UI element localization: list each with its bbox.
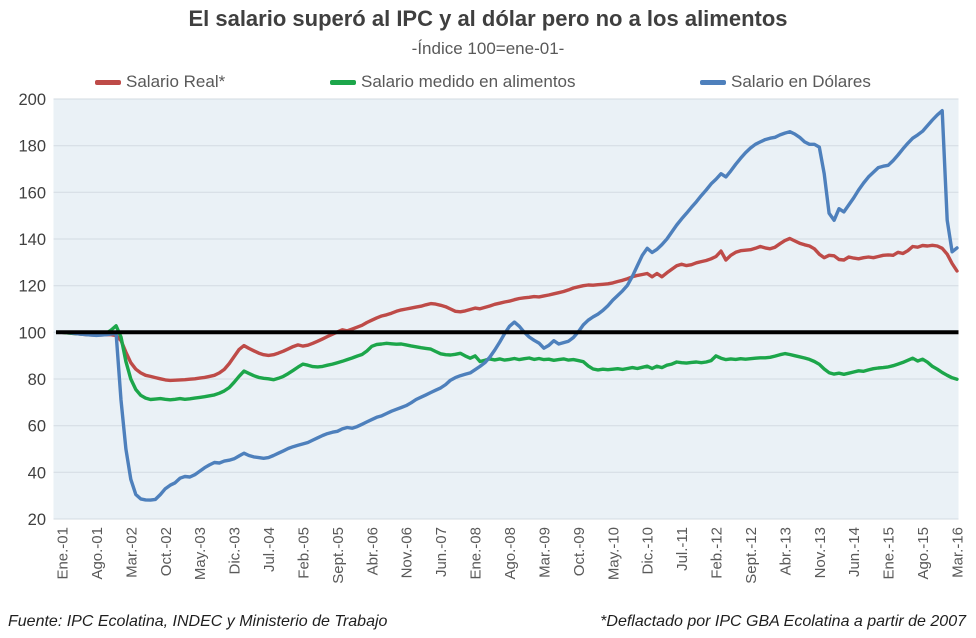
legend-marker-salario-real-icon (95, 79, 121, 85)
y-axis-label: 140 (18, 231, 46, 249)
legend-item-salario-dolares: Salario en Dólares (700, 70, 871, 94)
x-axis-label: Jul.-04 (261, 527, 278, 572)
x-axis-label: Ago.-15 (915, 527, 932, 580)
series-line-salario-alimentos (60, 324, 959, 402)
x-axis-label: Ene.-15 (881, 527, 898, 580)
chart-subtitle: -Índice 100=ene-01- (411, 39, 565, 58)
y-axis-label: 180 (18, 138, 46, 156)
series-line-salario-real (60, 236, 959, 383)
x-axis-label: Oct.-02 (158, 527, 175, 576)
x-axis-label: Nov.-06 (399, 527, 416, 578)
y-axis-label: 160 (18, 184, 46, 202)
x-axis-label: Jun.-07 (433, 527, 450, 577)
y-axis-label: 60 (28, 418, 46, 436)
legend-label-salario-dolares: Salario en Dólares (731, 72, 871, 91)
x-axis-label: Abr.-13 (777, 527, 794, 575)
legend-label-salario-alimentos: Salario medido en alimentos (361, 72, 576, 91)
legend-marker-salario-alimentos-icon (330, 79, 356, 85)
source-note: Fuente: IPC Ecolatina, INDEC y Ministeri… (8, 613, 388, 630)
x-axis-label: Ene.-08 (468, 527, 485, 580)
chart-footer: Fuente: IPC Ecolatina, INDEC y Ministeri… (0, 611, 976, 637)
chart-title: El salario superó al IPC y al dólar pero… (188, 6, 788, 31)
y-axis-label: 200 (18, 91, 46, 109)
x-axis-label: Dic.-03 (227, 527, 244, 575)
y-axis-label: 100 (18, 324, 46, 342)
x-axis-label: Ago.-08 (502, 527, 519, 580)
series-line-salario-dolares (60, 108, 959, 502)
x-axis-label: Abr.-06 (364, 527, 381, 575)
x-axis-label: Oct.-09 (571, 527, 588, 576)
legend-item-salario-alimentos: Salario medido en alimentos (330, 70, 576, 94)
x-axis-label: Mar.-09 (536, 527, 553, 578)
legend-label-salario-real: Salario Real* (126, 72, 226, 91)
x-axis-label: Sept.-12 (743, 527, 760, 584)
y-axis-label: 80 (28, 371, 46, 389)
x-axis-label: May.-10 (605, 527, 622, 580)
legend-item-salario-real: Salario Real* (95, 70, 225, 94)
y-axis-label: 120 (18, 278, 46, 296)
x-axis-label: Dic.-10 (640, 527, 657, 575)
x-axis-label: Sept.-05 (330, 527, 347, 584)
x-axis-label: Ene.-01 (55, 527, 72, 580)
x-axis-label: Jul.-11 (674, 527, 691, 571)
deflator-note: *Deflactado por IPC GBA Ecolatina a part… (600, 613, 966, 630)
x-axis-label: Jun.-14 (846, 527, 863, 577)
x-axis-label: Mar.-16 (950, 527, 967, 578)
x-axis-label: Feb.-05 (296, 527, 313, 579)
y-axis-label: 40 (28, 464, 46, 482)
x-axis-label: May.-03 (192, 527, 209, 580)
x-axis-label: Ago.-01 (89, 527, 106, 580)
legend-marker-salario-dolares-icon (700, 79, 726, 85)
plot-area (53, 99, 959, 519)
x-axis-label: Feb.-12 (709, 527, 726, 579)
x-axis-label: Mar.-02 (123, 527, 140, 578)
y-axis-label: 20 (28, 511, 46, 529)
x-axis-label: Nov.-13 (812, 527, 829, 578)
